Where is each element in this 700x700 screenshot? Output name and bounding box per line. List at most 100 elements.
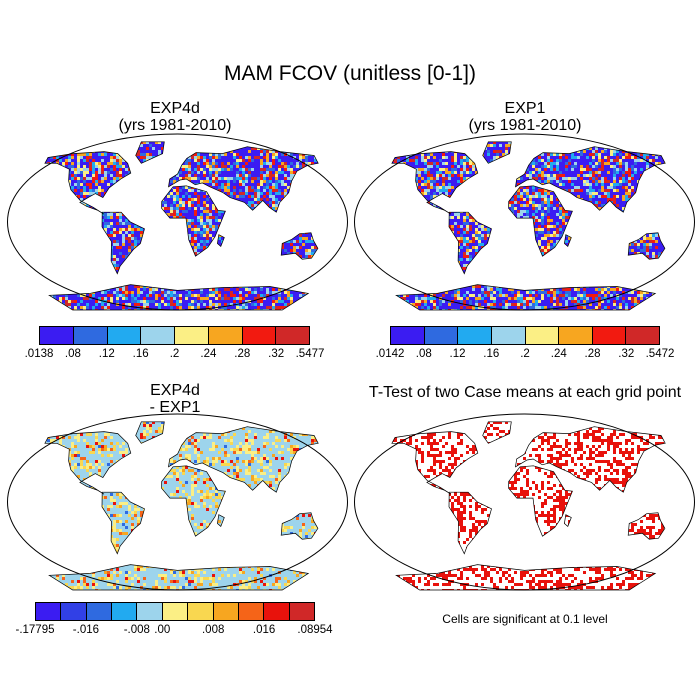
- colorbar-tick-label: .5477: [296, 348, 325, 360]
- significance-note: Cells are significant at 0.1 level: [390, 612, 660, 626]
- coastline: [482, 141, 512, 164]
- colorbar-diff: [35, 602, 315, 621]
- colorbar-exp4d: [39, 326, 310, 345]
- coastline: [280, 232, 319, 260]
- coastline: [515, 146, 666, 213]
- panel-title-line2: (yrs 1981-2010): [40, 117, 310, 134]
- coastline: [168, 146, 319, 213]
- map-exp1: [354, 133, 695, 311]
- colorbar-swatch: [208, 327, 243, 344]
- colorbar-swatch: [491, 327, 526, 344]
- colorbar-ticks-exp4d: .0138 .08 .12 .16 .2 .24 .28 .32 .5477: [25, 348, 325, 362]
- map-frame: [354, 133, 695, 311]
- map-diff: [7, 413, 348, 591]
- colorbar-swatch: [107, 327, 142, 344]
- map-exp4d: [7, 133, 348, 311]
- coastline: [482, 421, 512, 444]
- panel-title-line1: EXP1: [390, 100, 660, 117]
- panel-title-line1: T-Test of two Case means at each grid po…: [350, 384, 700, 401]
- coastline: [448, 491, 492, 555]
- panel-title-line1: EXP4d: [40, 382, 310, 399]
- land-field: [44, 141, 319, 310]
- colorbar-tick-label: .08: [65, 348, 81, 360]
- coastline: [217, 514, 225, 527]
- coastline: [627, 232, 666, 260]
- colorbar-swatch: [264, 603, 290, 620]
- colorbar-swatch: [592, 327, 627, 344]
- colorbar-tick-label: .08954: [297, 624, 332, 636]
- colorbar-tick-label: .2: [170, 348, 180, 360]
- colorbar-tick-label: .2: [520, 348, 530, 360]
- colorbar-swatch: [242, 327, 277, 344]
- colorbar-swatch: [86, 603, 113, 620]
- panel-title-ttest: T-Test of two Case means at each grid po…: [350, 384, 700, 401]
- coastline: [391, 151, 479, 215]
- panel-title-exp4d: EXP4d (yrs 1981-2010): [40, 100, 310, 134]
- panel-title-line2: (yrs 1981-2010): [390, 117, 660, 134]
- colorbar-swatch: [188, 603, 214, 620]
- colorbar-tick-label: .0142: [376, 348, 405, 360]
- land-field: [391, 141, 666, 310]
- panel-title-line2: - EXP1: [40, 399, 310, 416]
- coastline: [101, 211, 145, 275]
- colorbar-swatch: [175, 327, 209, 344]
- figure-title: MAM FCOV (unitless [0-1]): [0, 62, 700, 86]
- panel-title-diff: EXP4d - EXP1: [40, 382, 310, 416]
- colorbar-tick-label: -.008: [124, 624, 150, 636]
- colorbar-tick-label: .12: [99, 348, 115, 360]
- colorbar-swatch: [559, 327, 593, 344]
- coastline: [508, 465, 573, 537]
- colorbar-tick-label: .00: [154, 624, 170, 636]
- colorbar-swatch: [40, 327, 74, 344]
- colorbar-exp1: [390, 326, 660, 345]
- colorbar-swatch: [112, 603, 138, 620]
- colorbar-swatch: [137, 603, 163, 620]
- coastline: [161, 185, 226, 257]
- colorbar-swatch: [73, 327, 108, 344]
- colorbar-tick-label: -.016: [73, 624, 99, 636]
- colorbar-tick-label: .08: [416, 348, 432, 360]
- coastline: [135, 421, 165, 444]
- coastline: [44, 431, 132, 495]
- colorbar-ticks-diff: -.17795 -.016 -.008 .00 .008 .016 .08954: [15, 624, 332, 638]
- land-field: [391, 421, 666, 590]
- colorbar-tick-label: .16: [133, 348, 149, 360]
- coastline: [161, 465, 226, 537]
- colorbar-swatch: [424, 327, 459, 344]
- colorbar-swatch: [238, 603, 265, 620]
- colorbar-tick-label: .016: [253, 624, 275, 636]
- coastline: [391, 431, 479, 495]
- colorbar-tick-label: .12: [450, 348, 466, 360]
- colorbar-swatch: [289, 603, 314, 620]
- coastline: [101, 491, 145, 555]
- coastline: [168, 426, 319, 493]
- map-frame: [354, 413, 695, 591]
- map-ttest: [354, 413, 695, 591]
- land-field: [44, 421, 319, 590]
- coastline: [448, 211, 492, 275]
- colorbar-tick-label: .24: [200, 348, 216, 360]
- colorbar-swatch: [36, 603, 62, 620]
- coastline: [217, 234, 225, 247]
- colorbar-swatch: [458, 327, 492, 344]
- colorbar-tick-label: .32: [268, 348, 284, 360]
- panel-title-exp1: EXP1 (yrs 1981-2010): [390, 100, 660, 134]
- colorbar-ticks-exp1: .0142 .08 .12 .16 .2 .24 .28 .32 .5472: [376, 348, 675, 362]
- coastline: [515, 426, 666, 493]
- coastline: [280, 512, 319, 540]
- colorbar-swatch: [391, 327, 425, 344]
- colorbar-swatch: [276, 327, 309, 344]
- coastline: [44, 151, 132, 215]
- colorbar-tick-label: .32: [618, 348, 634, 360]
- colorbar-tick-label: .28: [585, 348, 601, 360]
- coastline: [508, 185, 573, 257]
- colorbar-swatch: [525, 327, 560, 344]
- colorbar-swatch: [61, 603, 87, 620]
- colorbar-swatch: [141, 327, 175, 344]
- map-frame: [7, 133, 348, 311]
- panel-title-line1: EXP4d: [40, 100, 310, 117]
- colorbar-tick-label: .16: [483, 348, 499, 360]
- coastline: [564, 234, 572, 247]
- colorbar-tick-label: -.17795: [15, 624, 54, 636]
- coastline: [135, 141, 165, 164]
